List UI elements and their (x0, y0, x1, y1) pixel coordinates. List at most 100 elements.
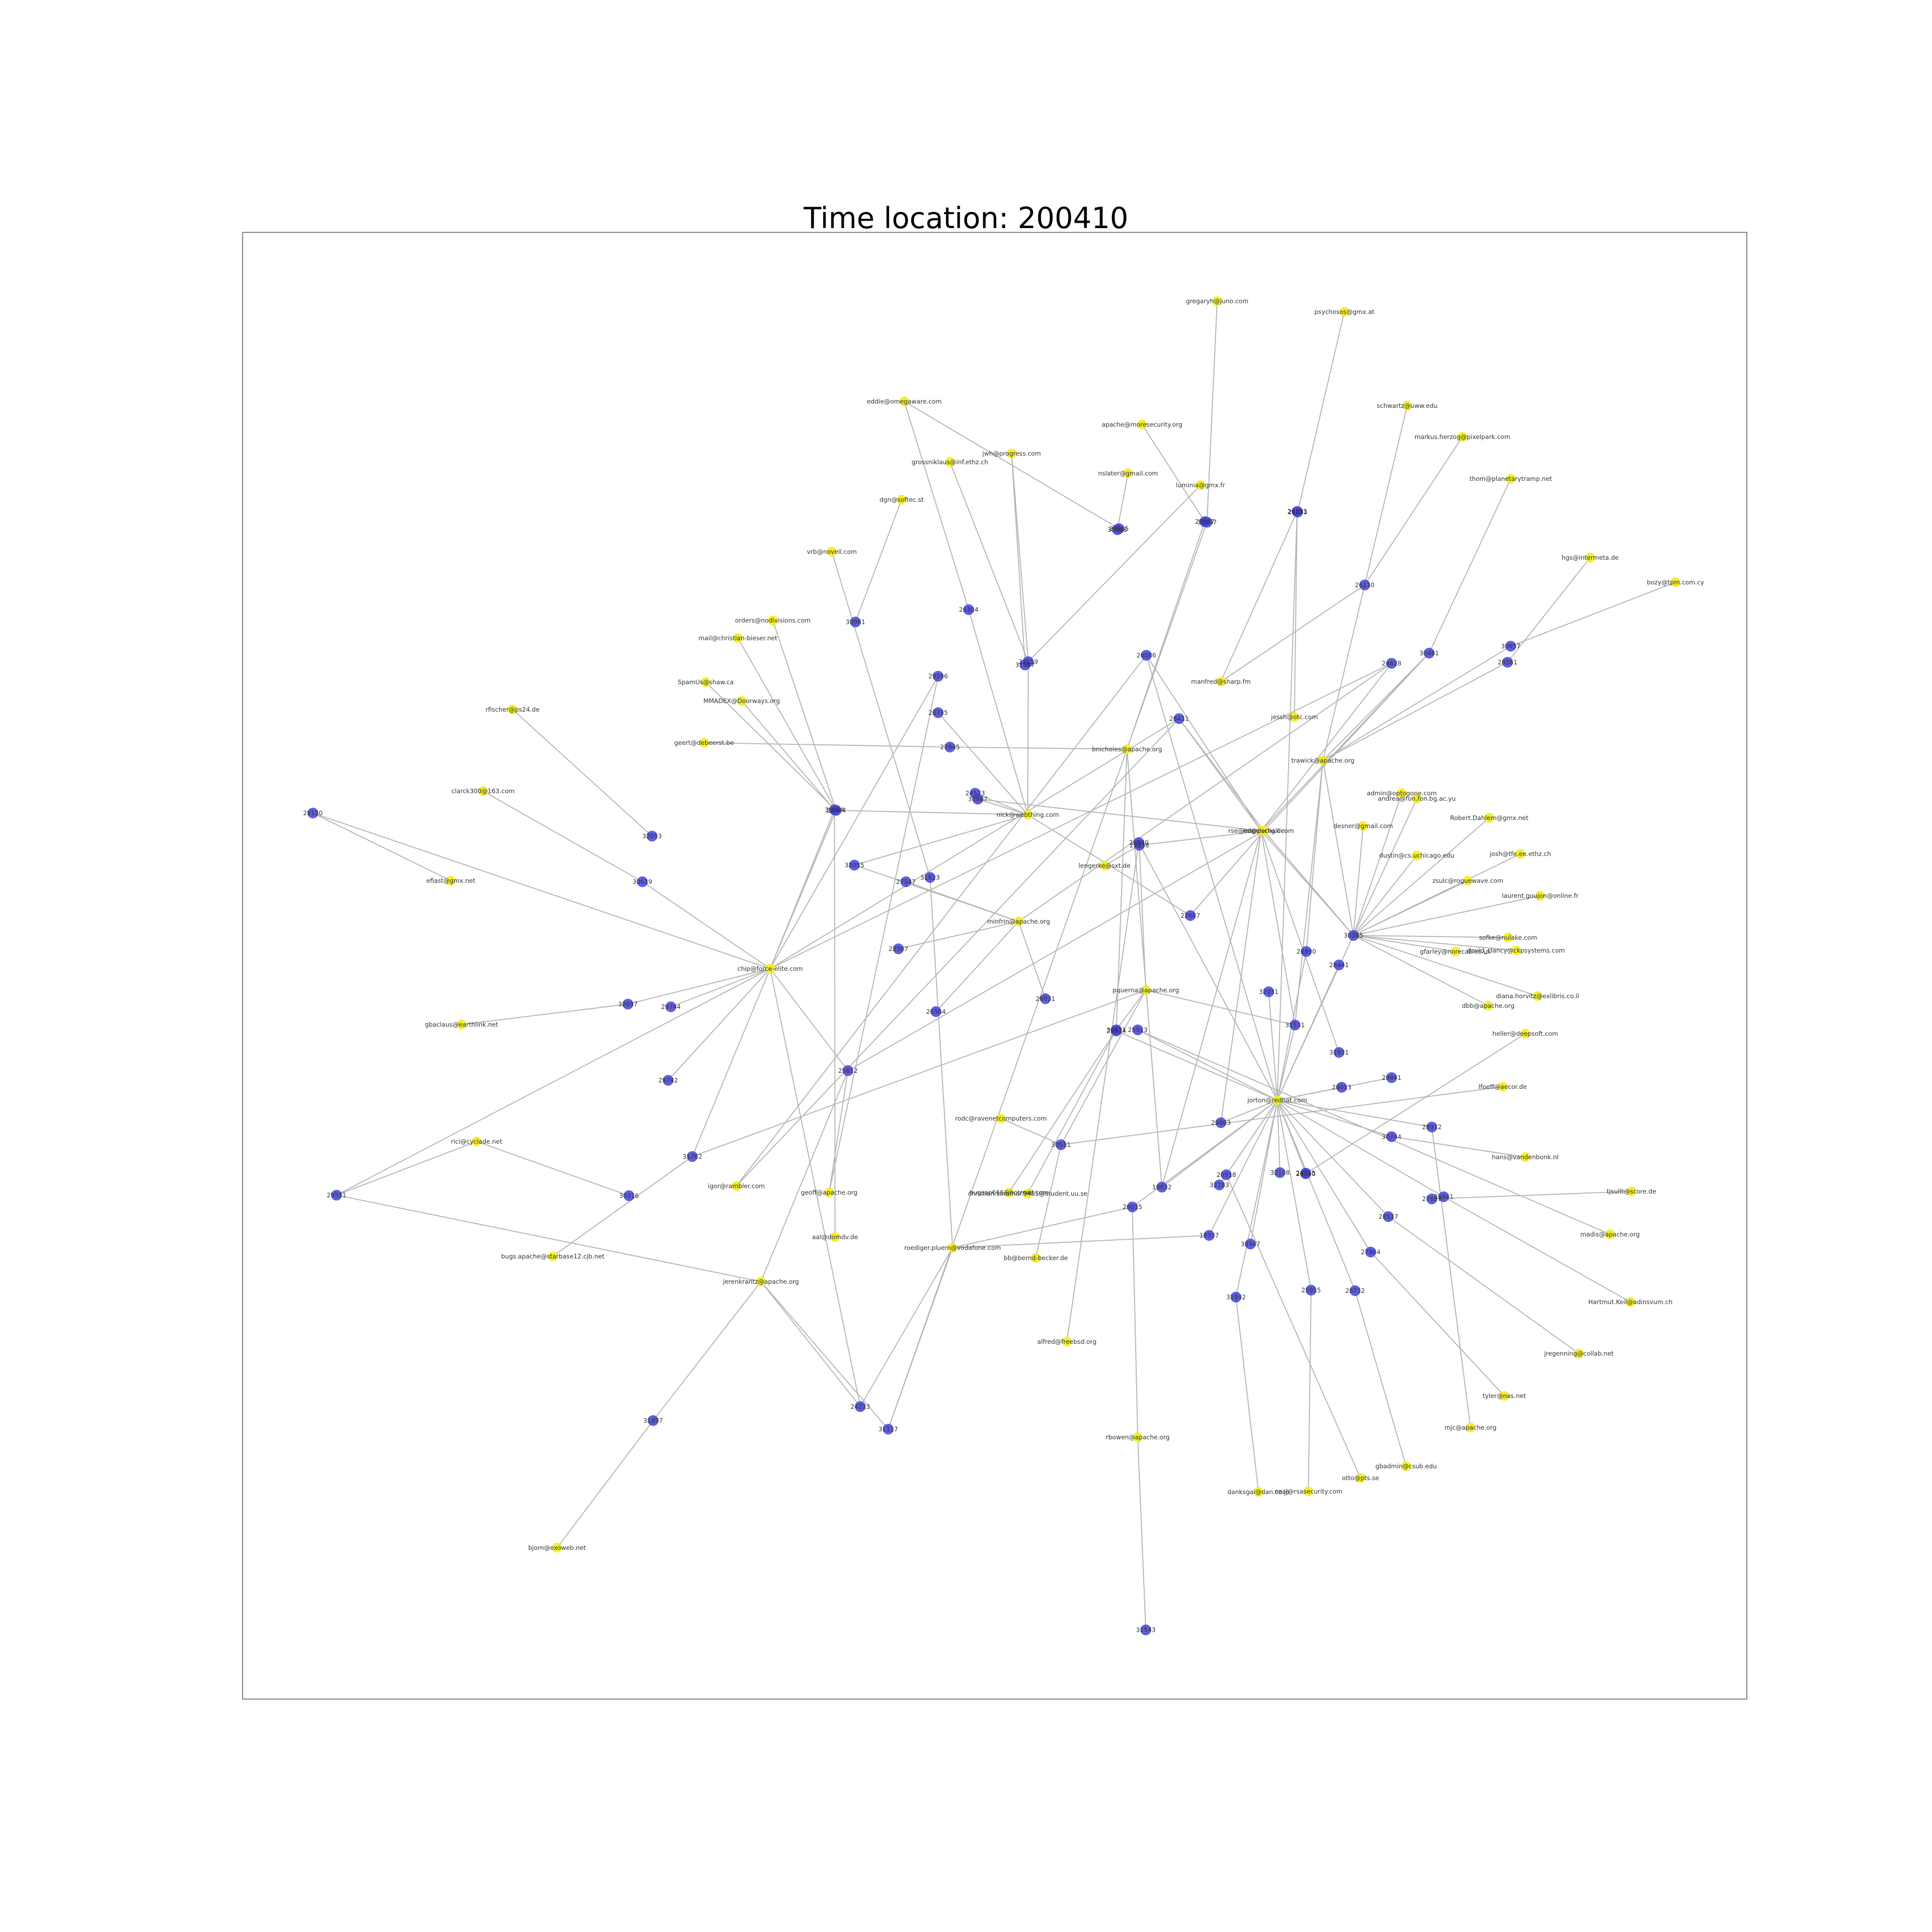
person-node (1499, 1391, 1509, 1401)
person-node (1004, 1188, 1014, 1197)
node-label: gbaclaus@earthlink.net (425, 1021, 499, 1028)
person-node (756, 1277, 766, 1286)
node-label: 25913 (1128, 1026, 1148, 1034)
node-label: 28912 (1422, 1123, 1442, 1131)
edge (1277, 1100, 1392, 1137)
issue-node (849, 860, 860, 870)
issue-node (623, 999, 633, 1009)
node-label: geoff@apache.org (801, 1189, 857, 1196)
node-label: 31623 (920, 874, 940, 881)
edge (1353, 935, 1456, 952)
edge (1116, 990, 1146, 1030)
person-node (830, 1232, 840, 1242)
edge (1277, 1100, 1280, 1173)
edge (1138, 842, 1278, 1101)
node-label: rodc@ravenetcomputers.com (955, 1115, 1047, 1122)
edge (1429, 478, 1511, 654)
node-label: dgn@softec.st (880, 496, 924, 503)
issue-node (893, 943, 904, 954)
edge (1261, 830, 1296, 1026)
node-label: 28914 (1107, 1027, 1126, 1035)
node-label: 30961 (846, 618, 866, 626)
person-node (899, 397, 909, 406)
person-node (1671, 577, 1680, 587)
issue-node (1214, 1180, 1225, 1190)
edge (770, 809, 835, 969)
edge (904, 401, 969, 610)
edge (888, 1247, 953, 1430)
edge (1008, 1029, 1117, 1193)
person-node (1466, 1423, 1475, 1432)
node-label: 32037 (618, 1000, 638, 1008)
edge (1060, 1086, 1503, 1145)
node-label: igor@rambler.com (708, 1182, 765, 1190)
edge (1277, 1087, 1342, 1101)
issue-node (1438, 1191, 1449, 1202)
issue-node (1020, 660, 1030, 670)
person-node (1318, 756, 1328, 765)
issue-node (1112, 524, 1123, 535)
node-label: 29596 (928, 672, 948, 680)
node-label: minfrin@apache.org (987, 918, 1050, 925)
edge (1353, 817, 1490, 936)
issue-node (1111, 1026, 1122, 1036)
person-node (1062, 1337, 1072, 1346)
node-label: 29841 (1382, 1074, 1402, 1081)
edge (977, 799, 1028, 815)
edge (930, 877, 953, 1248)
edge (705, 682, 837, 811)
issue-node (1141, 650, 1152, 661)
node-label: jerenkrantz@apache.org (722, 1278, 799, 1285)
node-label: MMADEX@Doorways.org (704, 697, 780, 705)
issue-node (1202, 517, 1212, 528)
person-node (1520, 1029, 1530, 1038)
edge (1277, 964, 1340, 1101)
node-label: mjc@apache.org (1445, 1424, 1497, 1431)
edge (704, 742, 950, 748)
graph-title: Time location: 200410 (803, 201, 1129, 235)
issue-node (1359, 580, 1370, 590)
node-label: alfred@freebsd.org (1037, 1338, 1096, 1345)
node-label: 30744 (1382, 1133, 1402, 1140)
node-label: 26086 (1137, 652, 1157, 659)
issue-node (1275, 1167, 1285, 1178)
person-node (737, 696, 747, 706)
issue-node (1505, 641, 1516, 652)
node-label: rici@cyclade.net (451, 1138, 502, 1145)
node-label: dustin@cs.uchicago.edu (1379, 852, 1454, 859)
edge (1137, 1437, 1146, 1630)
issue-node (963, 604, 974, 615)
node-label: 24628 (1382, 660, 1402, 667)
edge (1510, 582, 1676, 647)
issue-node (1426, 1122, 1437, 1132)
plot-frame (242, 232, 1747, 1700)
person-node (552, 1543, 562, 1553)
node-label: 26918 (1217, 1171, 1236, 1179)
node-label: manfred@sharp.fm (1191, 678, 1250, 685)
node-label: roediger.pluem@vodafone.com (904, 1244, 1001, 1252)
edge (1277, 1100, 1356, 1291)
node-label: tjsullt@score.de (1607, 1188, 1656, 1195)
node-label: danksgai@dan.co.jp (1227, 1488, 1290, 1496)
person-node (1520, 1152, 1530, 1162)
edge (670, 968, 771, 1007)
issue-node (1127, 1202, 1138, 1212)
node-label: admin@optogone.com (1367, 789, 1437, 797)
node-label: 30511 (1051, 1141, 1071, 1148)
node-label: heller@deepsoft.com (1492, 1030, 1558, 1037)
issue-node (648, 1415, 658, 1426)
node-label: 22667 (1181, 912, 1201, 919)
node-label: 28561 (1498, 658, 1518, 666)
person-node (1463, 876, 1473, 885)
issue-node (970, 788, 980, 799)
edge (1294, 511, 1298, 718)
node-label: 31762 (683, 1153, 702, 1160)
node-label: 30347 (1241, 1240, 1261, 1248)
issue-node (1386, 1072, 1397, 1083)
edge (1353, 793, 1402, 936)
edge (1364, 436, 1463, 586)
person-node (1031, 1253, 1041, 1263)
person-node (1272, 1095, 1282, 1105)
edge (736, 655, 1147, 1187)
person-node (1133, 1432, 1143, 1442)
